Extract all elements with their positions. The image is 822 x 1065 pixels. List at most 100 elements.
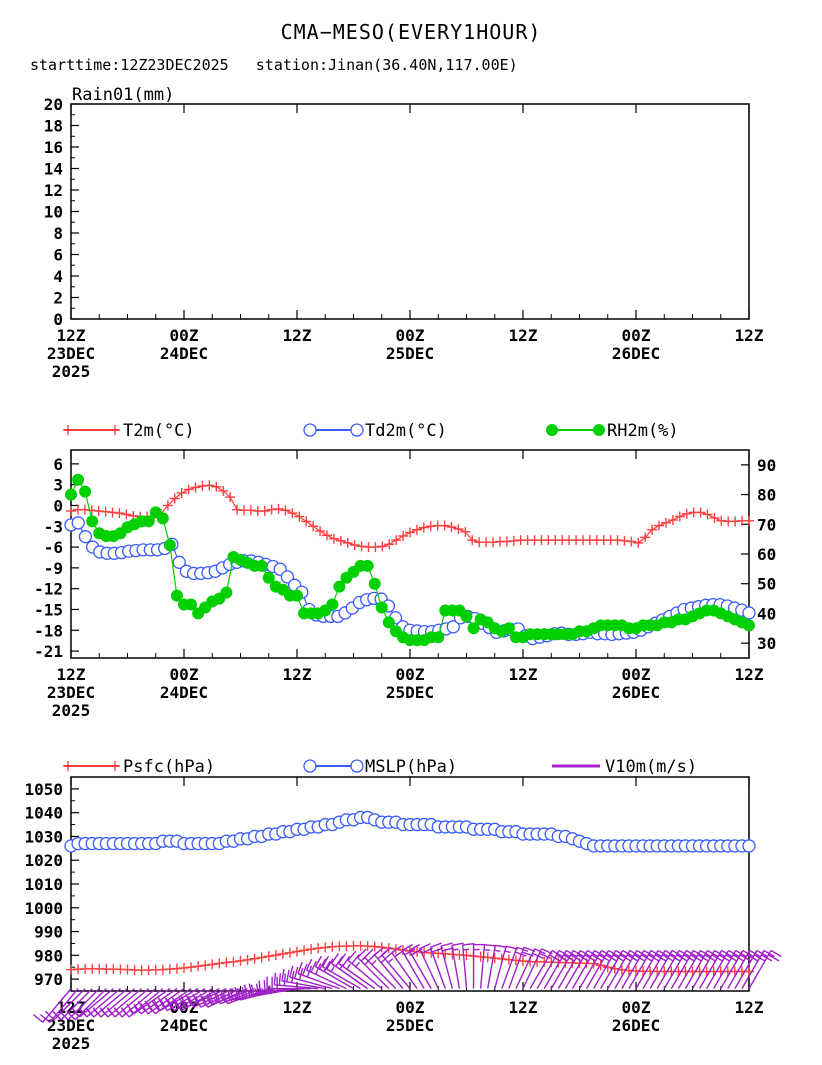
wind-barb-shaft xyxy=(607,950,631,989)
wind-barb-shaft xyxy=(322,966,361,990)
y-tick-label: 20 xyxy=(44,95,63,114)
wind-barb-feather xyxy=(106,1007,116,1018)
wind-barb-shaft xyxy=(60,988,93,1021)
wind-barb-shaft xyxy=(374,954,404,990)
wind-barb-feather xyxy=(248,983,253,996)
legend: Psfc(hPa) MSLP(hPa) V10m(m/s) xyxy=(63,757,697,777)
wind-barb-feather xyxy=(147,1003,156,1015)
wind-barb-shaft xyxy=(200,987,241,1008)
wind-barb-feather xyxy=(451,942,464,946)
wind-barb-feather xyxy=(167,999,175,1011)
wind-barb-shaft xyxy=(74,988,107,1021)
legend-circle-marker xyxy=(350,423,364,437)
wind-barb-shaft xyxy=(501,947,518,989)
y-tick-label: -15 xyxy=(34,600,63,619)
dot-marker xyxy=(163,539,176,552)
wind-barb-feather xyxy=(85,1007,95,1018)
time-tick-label: 12Z xyxy=(735,665,764,684)
dot-marker xyxy=(142,515,155,528)
time-tick-year: 2025 xyxy=(52,362,91,381)
wind-barb xyxy=(429,942,446,989)
wind-barb-feather xyxy=(227,990,233,1003)
time-tick-label: 00Z xyxy=(622,998,651,1017)
wind-barb-shaft xyxy=(147,988,185,1015)
wind-barb-shaft xyxy=(713,950,737,989)
wind-barb-shaft xyxy=(741,950,765,989)
wind-barb-feather xyxy=(293,966,299,979)
series-t2m-c- xyxy=(66,480,754,553)
wind-barb-shaft xyxy=(289,976,333,990)
wind-barb-half-feather xyxy=(206,997,211,1004)
dot-marker xyxy=(432,631,445,644)
wind-barb-feather xyxy=(174,999,182,1011)
wind-barb xyxy=(314,955,354,990)
wind-barb-feather xyxy=(768,954,780,962)
y-tick-label: 6 xyxy=(53,455,63,474)
wind-barb-feather xyxy=(278,973,282,986)
y-tick-label: 970 xyxy=(34,970,63,989)
time-tick-date: 26DEC xyxy=(612,344,660,363)
wind-barb-shaft xyxy=(440,945,454,989)
wind-barb xyxy=(160,988,206,1012)
y-tick-label: 1000 xyxy=(24,899,63,918)
wind-barb-feather xyxy=(364,948,374,959)
wind-barb-feather xyxy=(381,946,392,956)
wind-barb xyxy=(33,988,72,1023)
wind-barb-feather xyxy=(222,992,229,1004)
legend-label: MSLP(hPa) xyxy=(365,757,457,777)
wind-barb-half-feather xyxy=(452,948,459,951)
legend: T2m(°C) Td2m(°C) RH2m(%) xyxy=(63,421,679,441)
page-title: CMA−MESO(EVERY1HOUR) xyxy=(280,20,542,44)
wind-barb-shaft xyxy=(578,950,603,989)
wind-barb-feather xyxy=(78,1007,88,1018)
wind-barb-shaft xyxy=(614,950,638,989)
time-tick-date: 23DEC xyxy=(47,683,95,702)
wind-barb-feather xyxy=(126,1003,135,1015)
wind-barb-feather xyxy=(335,956,344,967)
wind-barb-feather xyxy=(291,970,295,983)
wind-barb-shaft xyxy=(408,950,432,989)
legend-label: RH2m(%) xyxy=(607,421,679,441)
wind-barb-shaft xyxy=(557,950,581,989)
wind-barb-feather xyxy=(297,962,303,974)
legend-circle-marker xyxy=(303,759,317,773)
wind-barb-shaft xyxy=(331,962,369,990)
wind-barb-shaft xyxy=(429,947,446,989)
y-tick-label: -3 xyxy=(44,517,63,536)
wind-barb-feather xyxy=(213,990,219,1003)
wind-barb-shaft xyxy=(734,950,758,989)
time-tick-date: 25DEC xyxy=(386,683,434,702)
y-tick-label: 30 xyxy=(757,634,776,653)
wind-barb-shaft xyxy=(585,950,610,989)
time-tick-label: 00Z xyxy=(396,326,425,345)
time-tick-label: 00Z xyxy=(396,998,425,1017)
wind-barb-feather xyxy=(323,960,331,972)
dot-marker xyxy=(79,485,92,498)
y-tick-label: 1040 xyxy=(24,804,63,823)
rain-axis-title: Rain01(mm) xyxy=(72,85,174,105)
wind-barb-shaft xyxy=(338,962,376,990)
y-tick-label: 80 xyxy=(757,486,776,505)
wind-barb-shaft xyxy=(621,950,645,989)
wind-barb-shaft xyxy=(461,944,468,989)
series-mslp-hpa- xyxy=(64,810,756,853)
circle-marker xyxy=(742,606,756,620)
y-tick-label: 16 xyxy=(44,138,63,157)
wind-barb-shaft xyxy=(67,988,100,1021)
y-tick-label: 90 xyxy=(757,456,776,475)
wind-barb-half-feather xyxy=(371,959,377,966)
legend-circle-marker xyxy=(350,759,364,773)
dot-marker xyxy=(368,577,381,590)
wind-barb-shaft xyxy=(133,988,171,1015)
right-y-axis: 90 80 70 60 50 40 30 xyxy=(741,456,776,653)
wind-barb-shaft xyxy=(391,952,418,990)
time-tick-label: 12Z xyxy=(283,998,312,1017)
left-y-axis: 970 980 990 1000 1010 1020 1030 1040 1050 xyxy=(24,780,79,989)
wind-barb-feather xyxy=(250,984,255,997)
dot-marker xyxy=(185,598,198,611)
wind-barb-shaft xyxy=(748,950,772,989)
wind-barb-feather xyxy=(137,1000,146,1012)
wind-barb-shaft xyxy=(691,950,716,989)
y-tick-label: -9 xyxy=(44,559,63,578)
